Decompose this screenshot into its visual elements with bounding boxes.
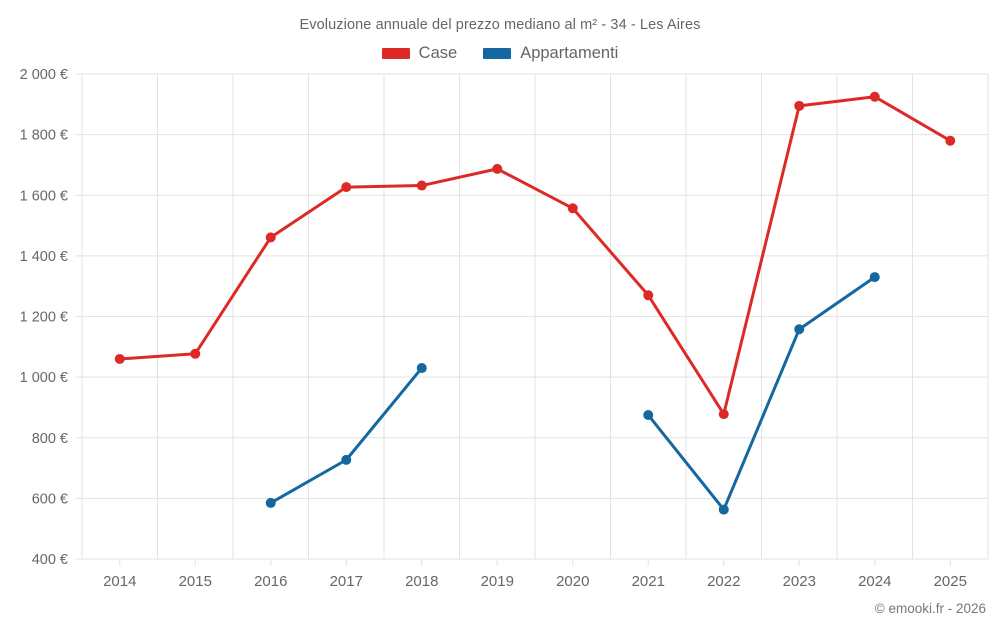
copyright-credit: © emooki.fr - 2026 <box>874 601 986 616</box>
data-point-appartamenti[interactable] <box>794 324 805 335</box>
x-axis-tick-label: 2017 <box>330 573 363 590</box>
data-point-appartamenti[interactable] <box>416 363 427 374</box>
data-point-case[interactable] <box>492 163 503 174</box>
y-axis-tick-label: 1 000 € <box>20 370 68 386</box>
legend-swatch-appartamenti <box>483 48 512 59</box>
x-axis-tick-marks <box>119 559 951 566</box>
legend-label-case: Case <box>418 44 458 62</box>
data-point-case[interactable] <box>794 100 805 111</box>
legend-item-case[interactable]: Case <box>381 44 458 63</box>
data-point-appartamenti[interactable] <box>643 410 654 421</box>
x-axis-tick-label: 2015 <box>179 573 212 590</box>
x-axis-tick-label: 2016 <box>254 573 287 590</box>
x-axis-tick-label: 2024 <box>858 573 891 590</box>
y-axis-tick-label: 1 800 € <box>20 128 68 144</box>
data-point-case[interactable] <box>190 348 201 359</box>
data-point-case[interactable] <box>265 232 276 243</box>
legend-label-appartamenti: Appartamenti <box>520 44 619 62</box>
y-axis-tick-label: 1 200 € <box>20 310 68 326</box>
data-point-appartamenti[interactable] <box>869 272 880 283</box>
x-axis-tick-labels: 2014 2015 2016 2017 2018 2019 2020 2021 2022 2023… <box>103 573 967 590</box>
data-point-case[interactable] <box>341 182 352 193</box>
y-axis-tick-label: 600 € <box>32 491 68 507</box>
data-point-appartamenti[interactable] <box>718 504 729 515</box>
x-axis-tick-label: 2019 <box>481 573 514 590</box>
chart-title: Evoluzione annuale del prezzo mediano al… <box>299 17 701 33</box>
x-axis-tick-label: 2020 <box>556 573 589 590</box>
data-point-case[interactable] <box>643 290 654 301</box>
data-point-case[interactable] <box>114 353 125 364</box>
data-point-case[interactable] <box>945 135 956 146</box>
x-axis-tick-label: 2014 <box>103 573 136 590</box>
data-point-case[interactable] <box>416 180 427 191</box>
x-axis-tick-label: 2023 <box>783 573 816 590</box>
data-point-case[interactable] <box>718 409 729 420</box>
y-axis-tick-label: 1 400 € <box>20 249 68 265</box>
y-axis-tick-label: 400 € <box>32 552 68 568</box>
y-axis-tick-label: 1 600 € <box>20 188 68 204</box>
legend-swatch-case <box>381 48 410 59</box>
y-axis-tick-label: 800 € <box>32 431 68 447</box>
chart-series-points <box>114 91 956 515</box>
data-point-case[interactable] <box>869 91 880 102</box>
series-line-appartamenti <box>646 275 877 512</box>
data-point-appartamenti[interactable] <box>265 497 276 508</box>
x-axis-tick-label: 2018 <box>405 573 438 590</box>
series-line-appartamenti <box>269 366 424 505</box>
series-line-case <box>118 95 952 416</box>
y-axis-tick-labels: 2 000 € 1 800 € 1 600 € 1 400 € 1 200 € 1 000… <box>20 67 68 568</box>
y-axis-tick-label: 2 000 € <box>20 67 68 83</box>
legend-item-appartamenti[interactable]: Appartamenti <box>483 44 618 63</box>
chart-gridlines <box>75 73 989 560</box>
x-axis-tick-label: 2021 <box>632 573 665 590</box>
data-point-appartamenti[interactable] <box>341 454 352 465</box>
data-point-case[interactable] <box>567 203 578 214</box>
x-axis-tick-label: 2025 <box>934 573 967 590</box>
x-axis-tick-label: 2022 <box>707 573 740 590</box>
chart-legend: Case Appartamenti <box>0 44 1000 63</box>
